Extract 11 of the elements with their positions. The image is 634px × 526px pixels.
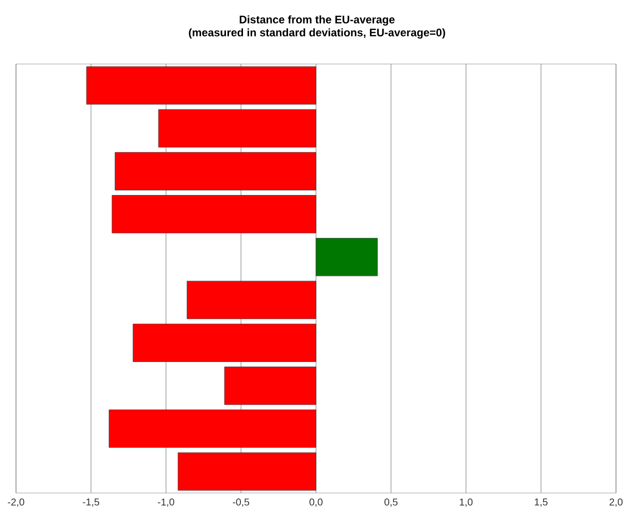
x-tick-label: -0,5 bbox=[232, 498, 250, 507]
x-tick-label: 0,0 bbox=[309, 498, 323, 507]
x-tick-label: 1,0 bbox=[460, 498, 473, 507]
x-tick-label: 0,5 bbox=[384, 498, 398, 507]
x-tick-label: -1,5 bbox=[82, 498, 100, 507]
x-tick-label: 1,5 bbox=[534, 498, 548, 507]
chart-subtitle: (measured in standard deviations, EU-average=0) bbox=[188, 28, 446, 39]
x-tick-label: 2,0 bbox=[610, 498, 623, 507]
x-tick-label: -1,0 bbox=[158, 498, 174, 507]
chart-title: Distance from the EU-average bbox=[240, 15, 395, 26]
x-tick-label: -2,0 bbox=[8, 498, 24, 507]
